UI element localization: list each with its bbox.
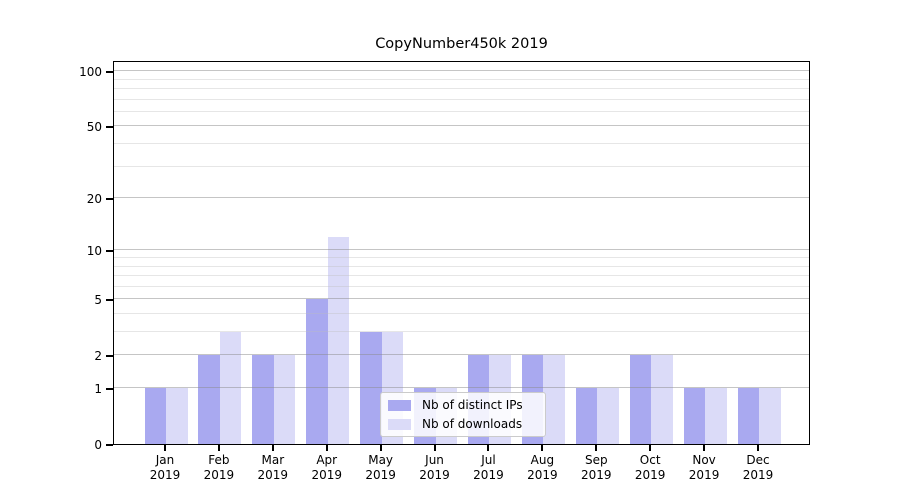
x-tick-label-jan: Jan 2019 bbox=[149, 453, 181, 482]
legend-label-distinct-ips: Nb of distinct IPs bbox=[422, 398, 523, 412]
y-tick-2 bbox=[106, 355, 113, 358]
bar-distinct-ips-apr bbox=[306, 299, 328, 444]
x-tick-label-jul: Jul 2019 bbox=[473, 453, 504, 482]
y-tick-label-20: 20 bbox=[86, 192, 102, 207]
x-tick-label-oct: Oct 2019 bbox=[634, 453, 666, 482]
gridline-minor-8 bbox=[114, 265, 809, 267]
bar-distinct-ips-may bbox=[360, 332, 382, 444]
gridline-minor-9 bbox=[114, 257, 809, 258]
chart-title: CopyNumber450k 2019 bbox=[375, 36, 548, 52]
gridline-minor-90 bbox=[114, 78, 809, 80]
y-tick-100 bbox=[106, 71, 113, 74]
gridline-minor-7 bbox=[114, 275, 809, 277]
x-tick-label-feb: Feb 2019 bbox=[203, 453, 235, 482]
bar-distinct-ips-sep bbox=[575, 388, 598, 444]
y-tick-label-10: 10 bbox=[86, 244, 102, 259]
legend-item-distinct-ips: Nb of distinct IPs bbox=[388, 398, 537, 412]
bar-downloads-apr bbox=[327, 236, 350, 444]
bar-distinct-ips-nov bbox=[683, 388, 706, 444]
bar-downloads-sep bbox=[597, 388, 619, 444]
bar-downloads-feb bbox=[219, 332, 242, 444]
x-tick-mar bbox=[271, 445, 274, 451]
bar-downloads-aug bbox=[543, 355, 565, 444]
bar-downloads-jan bbox=[166, 388, 188, 444]
bar-downloads-nov bbox=[705, 388, 727, 444]
gridline-minor-40 bbox=[114, 143, 809, 145]
x-tick-jun bbox=[433, 445, 436, 451]
x-tick-label-nov: Nov 2019 bbox=[688, 453, 720, 482]
x-tick-feb bbox=[217, 445, 220, 451]
x-tick-label-may: May 2019 bbox=[365, 453, 396, 482]
bar-distinct-ips-dec bbox=[737, 388, 759, 444]
legend-label-downloads: Nb of downloads bbox=[422, 417, 523, 431]
bar-distinct-ips-mar bbox=[252, 355, 274, 444]
x-tick-sep bbox=[595, 445, 598, 451]
x-tick-label-dec: Dec 2019 bbox=[742, 453, 774, 482]
y-tick-label-5: 5 bbox=[94, 293, 102, 308]
y-tick-50 bbox=[106, 126, 113, 129]
plot-area: Nb of distinct IPs Nb of downloads bbox=[113, 61, 810, 445]
y-tick-label-100: 100 bbox=[79, 65, 102, 80]
bar-downloads-mar bbox=[273, 355, 296, 444]
gridline-major-10 bbox=[114, 249, 809, 251]
gridline-minor-3 bbox=[114, 331, 809, 333]
x-tick-label-apr: Apr 2019 bbox=[311, 453, 342, 482]
bar-downloads-oct bbox=[651, 355, 673, 444]
y-tick-1 bbox=[106, 388, 113, 390]
gridline-minor-30 bbox=[114, 165, 809, 167]
y-tick-label-0: 0 bbox=[94, 438, 102, 452]
y-tick-5 bbox=[106, 299, 113, 302]
y-tick-label-50: 50 bbox=[86, 120, 102, 135]
y-tick-0 bbox=[106, 444, 113, 446]
x-tick-may bbox=[379, 445, 382, 451]
y-tick-label-1: 1 bbox=[94, 382, 102, 396]
gridline-minor-60 bbox=[114, 110, 809, 112]
legend-swatch-downloads bbox=[388, 418, 411, 430]
gridline-major-5 bbox=[114, 298, 809, 300]
gridline-minor-4 bbox=[114, 313, 809, 314]
x-tick-oct bbox=[649, 445, 652, 451]
bar-distinct-ips-jan bbox=[144, 388, 166, 444]
gridline-minor-6 bbox=[114, 285, 809, 287]
gridline-major-50 bbox=[114, 125, 809, 127]
x-tick-nov bbox=[703, 445, 706, 451]
x-tick-label-aug: Aug 2019 bbox=[527, 453, 558, 482]
bar-distinct-ips-feb bbox=[198, 355, 220, 444]
legend-swatch-distinct-ips bbox=[388, 399, 411, 411]
bar-downloads-dec bbox=[759, 388, 781, 444]
gridline-minor-80 bbox=[114, 88, 809, 90]
x-tick-label-mar: Mar 2019 bbox=[257, 453, 289, 482]
legend: Nb of distinct IPs Nb of downloads bbox=[380, 392, 546, 437]
x-tick-label-jun: Jun 2019 bbox=[419, 453, 450, 482]
x-tick-jan bbox=[164, 445, 166, 451]
y-tick-20 bbox=[106, 198, 113, 201]
gridline-major-100 bbox=[114, 70, 809, 72]
legend-item-downloads: Nb of downloads bbox=[388, 417, 537, 431]
bar-distinct-ips-oct bbox=[629, 355, 652, 444]
y-tick-10 bbox=[106, 250, 113, 253]
gridline-major-20 bbox=[114, 197, 809, 199]
gridline-minor-70 bbox=[114, 98, 809, 100]
x-tick-apr bbox=[325, 445, 328, 451]
y-tick-label-2: 2 bbox=[94, 349, 102, 364]
x-tick-label-sep: Sep 2019 bbox=[580, 453, 612, 482]
x-tick-aug bbox=[541, 445, 544, 451]
x-tick-dec bbox=[757, 445, 759, 451]
x-tick-jul bbox=[487, 445, 490, 451]
